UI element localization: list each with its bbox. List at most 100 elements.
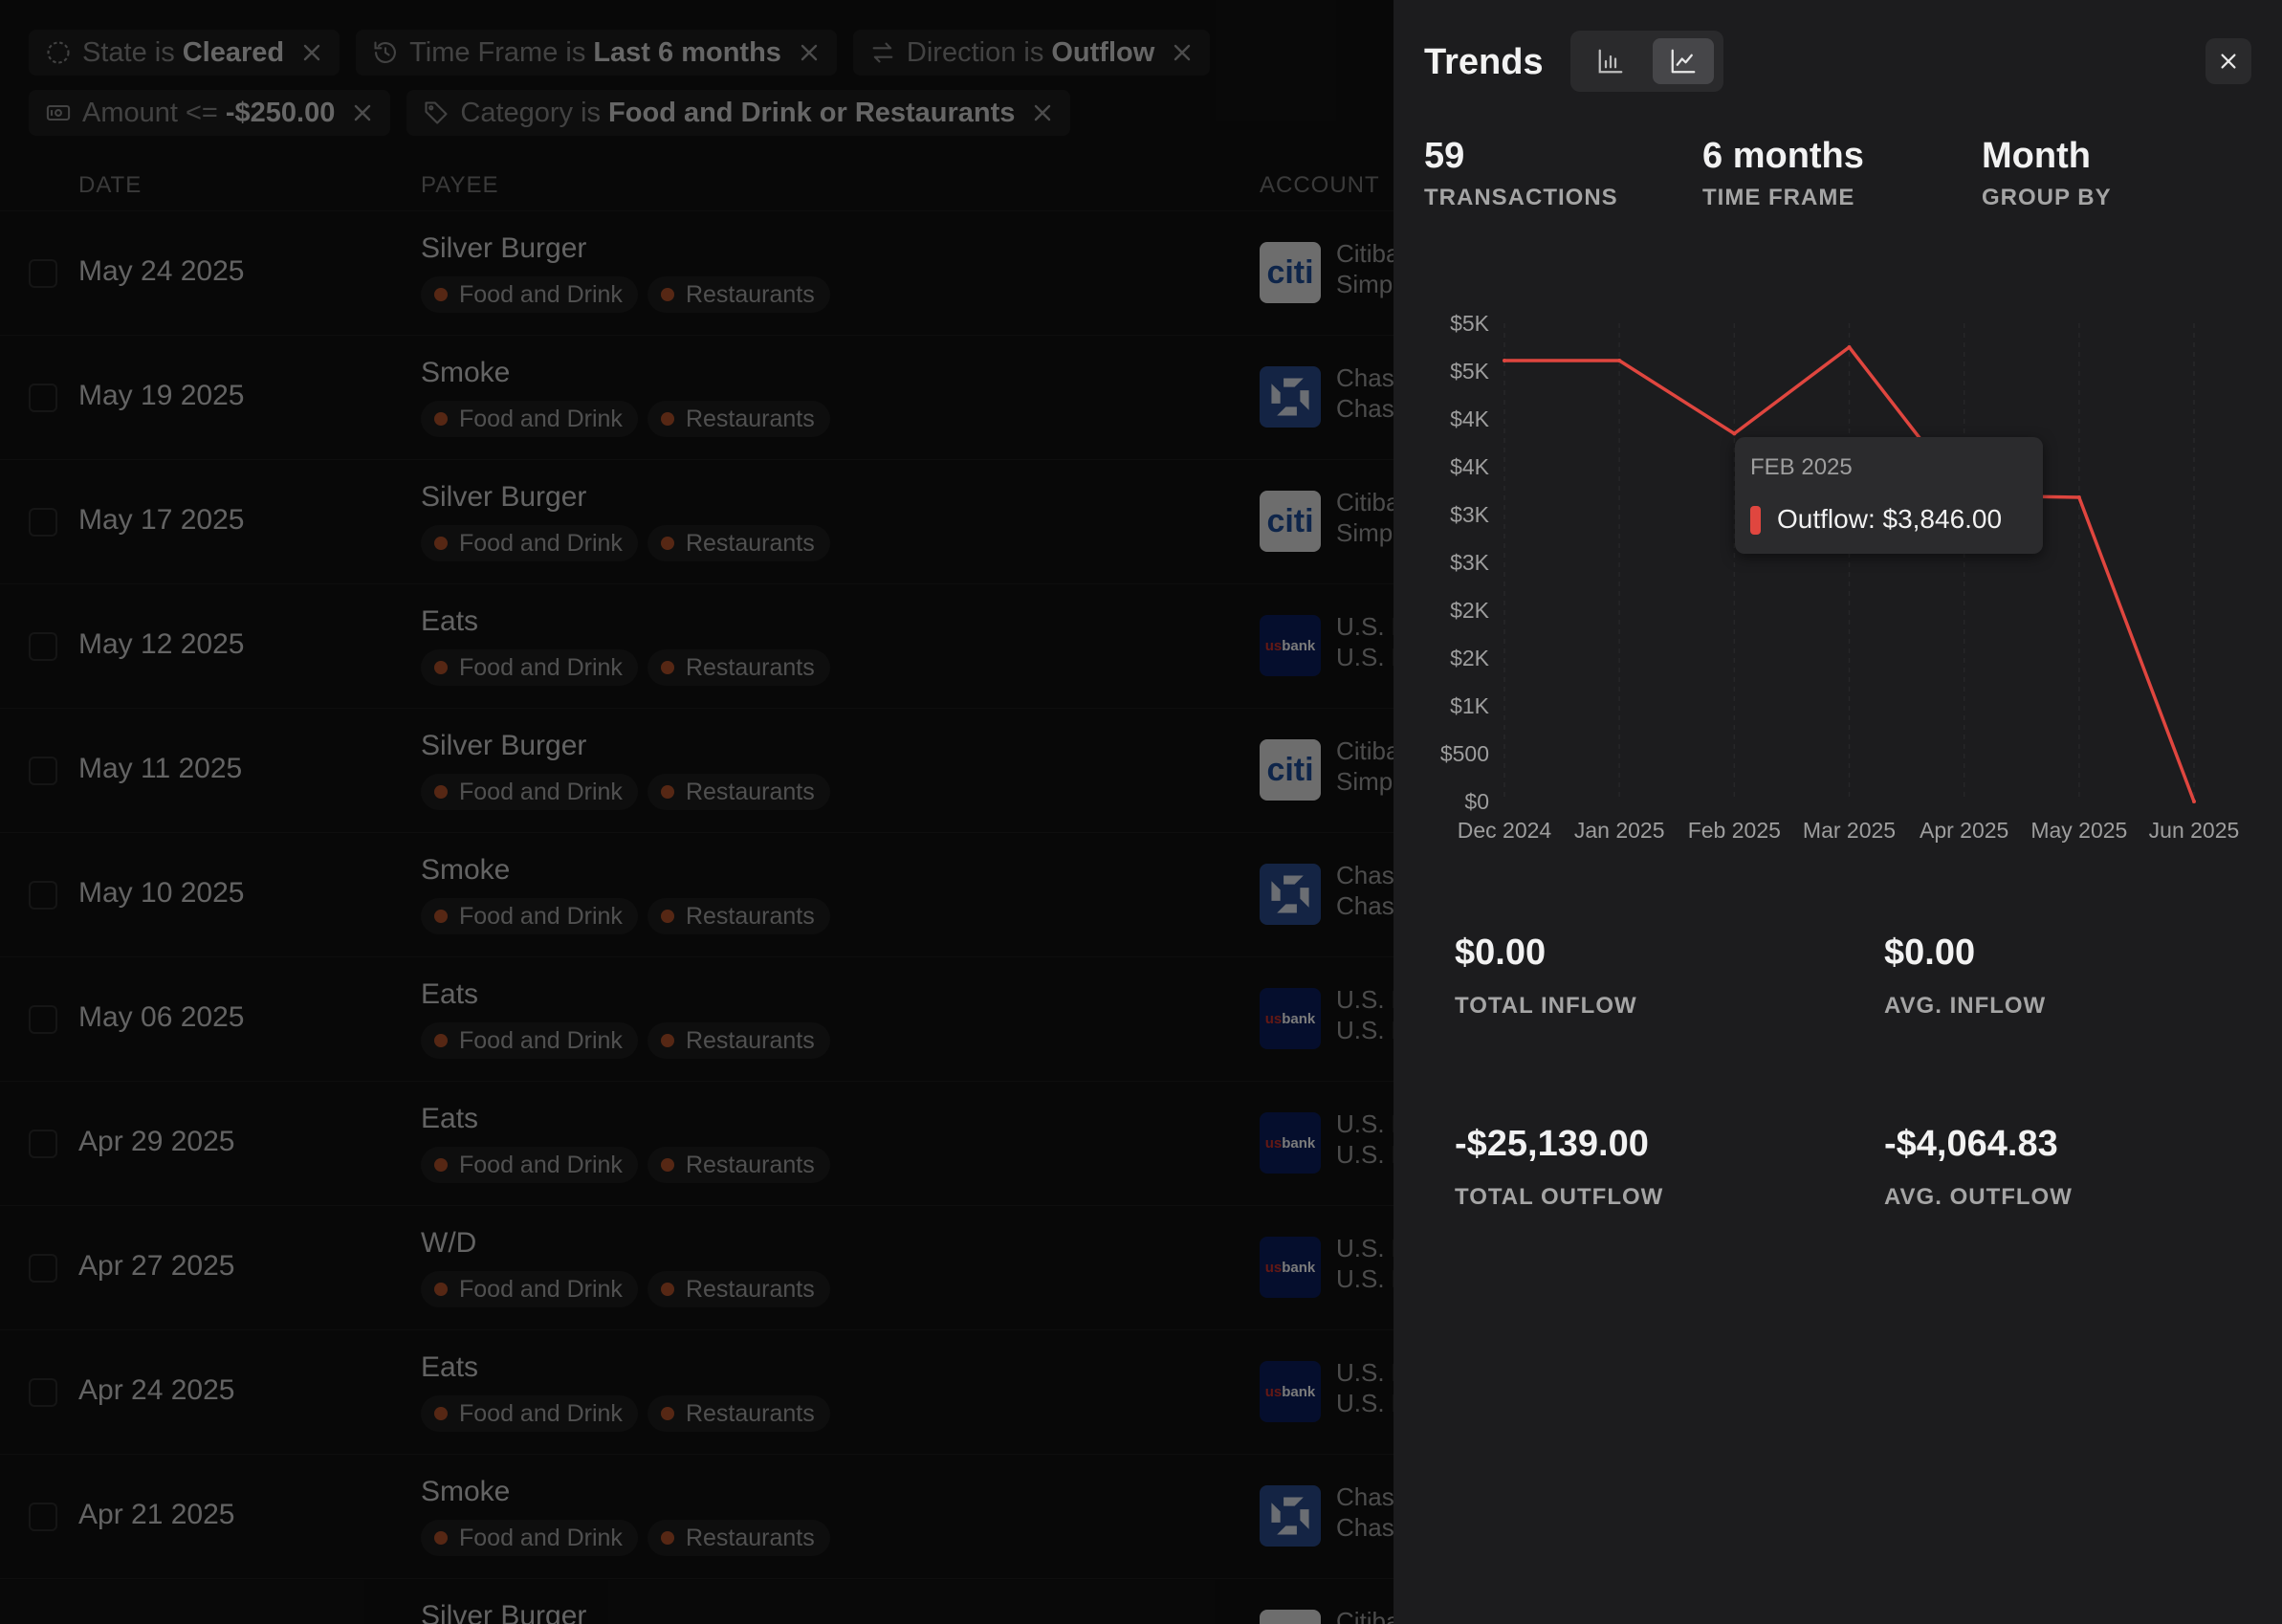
category-tag[interactable]: Food and Drink xyxy=(421,1022,638,1059)
category-tag-label: Restaurants xyxy=(685,653,815,681)
row-checkbox[interactable] xyxy=(29,1378,57,1407)
category-dot xyxy=(434,661,448,674)
category-tag[interactable]: Food and Drink xyxy=(421,276,638,313)
table-row[interactable]: May 10 2025 Smoke Food and Drink Restaurant… xyxy=(0,832,1393,956)
remove-filter-icon[interactable] xyxy=(350,100,375,125)
row-checkbox[interactable] xyxy=(29,508,57,537)
filter-chip[interactable]: State is Cleared xyxy=(29,30,340,76)
line-chart-button[interactable] xyxy=(1653,38,1714,84)
filter-chip[interactable]: Direction is Outflow xyxy=(852,30,1211,76)
filter-value: Last 6 months xyxy=(593,36,781,68)
transaction-date: May 06 2025 xyxy=(78,1001,245,1033)
table-row[interactable]: Apr 21 2025 Smoke Food and Drink Restaurant… xyxy=(0,1454,1393,1578)
close-icon xyxy=(2221,54,2236,69)
table-row[interactable]: May 12 2025 Eats Food and Drink Restaurants… xyxy=(0,583,1393,708)
table-header: DATE PAYEE ACCOUNT xyxy=(0,168,1393,207)
row-checkbox[interactable] xyxy=(29,259,57,288)
trend-line-chart[interactable]: $0 $500 $1K $2K $2K $3K $3K $4K $4K $5K $5K Dec 202… xyxy=(1393,287,2282,861)
panel-title: Trends xyxy=(1424,42,1544,82)
row-checkbox[interactable] xyxy=(29,757,57,785)
transaction-account: U.S. BankU.S. Bank xyxy=(1336,984,1393,1045)
account-subname: Chase xyxy=(1336,394,1393,423)
category-tag[interactable]: Food and Drink xyxy=(421,1271,638,1307)
category-tag[interactable]: Food and Drink xyxy=(421,1520,638,1556)
category-dot xyxy=(660,910,674,923)
category-tag[interactable]: Restaurants xyxy=(647,1395,830,1432)
row-checkbox[interactable] xyxy=(29,1005,57,1034)
category-tag[interactable]: Food and Drink xyxy=(421,649,638,686)
category-tag[interactable]: Food and Drink xyxy=(421,1395,638,1432)
y-tick-label: $5K xyxy=(1450,311,1490,336)
bar-chart-button[interactable] xyxy=(1580,38,1641,84)
stat-label: GROUP BY xyxy=(1982,185,2112,210)
filter-chip[interactable]: Time Frame is Last 6 months xyxy=(356,30,837,76)
transaction-payee: W/D xyxy=(421,1227,477,1259)
category-tag-label: Food and Drink xyxy=(459,1275,623,1303)
row-checkbox[interactable] xyxy=(29,384,57,412)
transaction-tags: Food and Drink Restaurants xyxy=(421,1520,830,1556)
row-checkbox[interactable] xyxy=(29,881,57,910)
transaction-date: May 12 2025 xyxy=(78,628,245,660)
row-checkbox[interactable] xyxy=(29,632,57,661)
filter-chip[interactable]: Category is Food and Drink or Restaurants xyxy=(406,90,1071,136)
category-tag-label: Food and Drink xyxy=(459,1524,623,1551)
account-name: Chase xyxy=(1336,363,1393,392)
summary-avg-outflow: -$4,064.83 AVG. OUTFLOW xyxy=(1884,1124,2073,1211)
table-row[interactable]: May 11 2025 Silver Burger Food and Drink Re… xyxy=(0,708,1393,832)
category-dot xyxy=(434,1158,448,1172)
category-tag[interactable]: Restaurants xyxy=(647,774,830,810)
remove-filter-icon[interactable] xyxy=(1170,40,1195,65)
row-checkbox[interactable] xyxy=(29,1503,57,1531)
transaction-date: Apr 29 2025 xyxy=(78,1126,235,1157)
category-tag-label: Restaurants xyxy=(685,1524,815,1551)
summary-value: $0.00 xyxy=(1884,933,1976,973)
column-header-date[interactable]: DATE xyxy=(78,172,143,198)
category-dot xyxy=(660,785,674,799)
category-tag[interactable]: Restaurants xyxy=(647,525,830,561)
row-checkbox[interactable] xyxy=(29,1130,57,1158)
table-row[interactable]: May 24 2025 Silver Burger Food and Drink Re… xyxy=(0,210,1393,335)
remove-filter-icon[interactable] xyxy=(299,40,324,65)
y-tick-label: $1K xyxy=(1450,693,1490,718)
column-header-account[interactable]: ACCOUNT xyxy=(1260,172,1380,198)
category-tag[interactable]: Food and Drink xyxy=(421,774,638,810)
category-tag[interactable]: Restaurants xyxy=(647,649,830,686)
remove-filter-icon[interactable] xyxy=(1030,100,1055,125)
table-row[interactable]: Apr 29 2025 Eats Food and Drink Restaurants… xyxy=(0,1081,1393,1205)
table-row[interactable]: Apr 24 2025 Eats Food and Drink Restaurants… xyxy=(0,1329,1393,1454)
category-tag[interactable]: Restaurants xyxy=(647,1271,830,1307)
transaction-payee: Smoke xyxy=(421,1476,511,1507)
transaction-tags: Food and Drink Restaurants xyxy=(421,401,830,437)
category-tag[interactable]: Restaurants xyxy=(647,401,830,437)
transaction-account: Citibank xyxy=(1336,1606,1393,1624)
transaction-payee: Eats xyxy=(421,1103,479,1134)
row-checkbox[interactable] xyxy=(29,1254,57,1283)
transaction-date: May 24 2025 xyxy=(78,255,245,287)
category-dot xyxy=(660,537,674,550)
column-header-payee[interactable]: PAYEE xyxy=(421,172,499,198)
table-row[interactable]: May 06 2025 Eats Food and Drink Restaurants… xyxy=(0,956,1393,1081)
stat-label: TRANSACTIONS xyxy=(1424,185,1618,210)
category-tag[interactable]: Food and Drink xyxy=(421,525,638,561)
table-row[interactable]: Apr 27 2025 W/D Food and Drink Restaurants u… xyxy=(0,1205,1393,1329)
category-dot xyxy=(434,910,448,923)
category-tag[interactable]: Restaurants xyxy=(647,276,830,313)
table-row[interactable]: May 19 2025 Smoke Food and Drink Restaurant… xyxy=(0,335,1393,459)
table-row[interactable]: Silver Burger citi Citibank xyxy=(0,1578,1393,1624)
category-tag[interactable]: Food and Drink xyxy=(421,401,638,437)
tooltip-value-row: Outflow: $3,846.00 xyxy=(1777,504,2003,534)
close-panel-button[interactable] xyxy=(2205,38,2251,84)
filter-chip[interactable]: Amount <= -$250.00 xyxy=(29,90,391,136)
category-tag[interactable]: Food and Drink xyxy=(421,1147,638,1183)
category-dot xyxy=(434,1283,448,1296)
table-row[interactable]: May 17 2025 Silver Burger Food and Drink Re… xyxy=(0,459,1393,583)
category-tag[interactable]: Restaurants xyxy=(647,1147,830,1183)
category-tag[interactable]: Restaurants xyxy=(647,898,830,934)
category-tag[interactable]: Restaurants xyxy=(647,1520,830,1556)
y-tick-label: $2K xyxy=(1450,646,1490,670)
category-tag[interactable]: Restaurants xyxy=(647,1022,830,1059)
remove-filter-icon[interactable] xyxy=(797,40,822,65)
category-tag[interactable]: Food and Drink xyxy=(421,898,638,934)
transaction-payee: Eats xyxy=(421,978,479,1010)
category-dot xyxy=(660,288,674,301)
